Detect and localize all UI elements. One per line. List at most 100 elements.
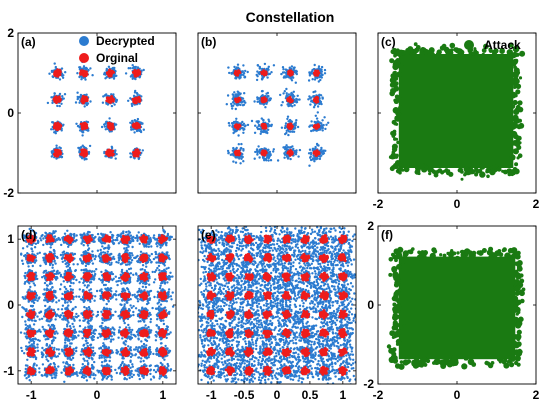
attack-point [512,72,519,79]
decrypted-point [133,119,136,122]
decrypted-point [310,129,313,133]
decrypted-point [234,93,237,96]
decrypted-point [55,372,58,375]
decrypted-point [242,72,246,75]
decrypted-point [226,94,230,97]
decrypted-point [56,332,59,335]
decrypted-point [55,330,58,333]
decrypted-point [47,324,50,327]
decrypted-point [253,157,256,160]
decrypted-point [135,129,139,133]
decrypted-point [291,95,295,99]
decrypted-point [272,64,276,67]
decrypted-point [20,252,23,255]
decrypted-point [294,81,297,84]
attack-point [488,48,493,53]
decrypted-point [55,238,58,241]
original-point [52,98,56,101]
decrypted-point [57,308,60,311]
attack-point [413,47,420,54]
decrypted-point [66,337,69,340]
decrypted-point [52,230,55,233]
attack-point [418,162,425,170]
decrypted-point [256,153,259,156]
decrypted-point [308,95,311,98]
decrypted-point [80,368,83,372]
decrypted-point [53,249,56,253]
decrypted-point [72,282,75,285]
decrypted-point [19,331,23,334]
decrypted-point [246,123,250,127]
decrypted-point [78,324,82,328]
decrypted-point [283,156,286,159]
decrypted-point [243,128,246,131]
attack-point [396,115,403,121]
decrypted-point [28,282,31,285]
decrypted-point [323,72,327,75]
decrypted-point [258,148,261,151]
decrypted-point [267,65,270,69]
decrypted-point [59,314,63,317]
decrypted-point [34,231,38,235]
decrypted-point [37,329,40,333]
decrypted-point [36,346,39,349]
decrypted-point [30,343,34,346]
decrypted-point [89,100,92,103]
decrypted-point [38,251,41,254]
original-point [233,125,237,129]
decrypted-point [32,282,35,285]
decrypted-point [27,300,30,303]
decrypted-point [51,263,54,267]
decrypted-point [53,276,57,280]
decrypted-point [50,128,53,131]
attack-point [419,48,424,53]
original-point [260,72,264,76]
decrypted-point [53,252,56,255]
decrypted-point [133,91,137,94]
attack-point [496,166,502,172]
decrypted-point [270,123,273,127]
decrypted-point [290,91,293,95]
attack-point [428,172,432,176]
original-point [288,95,292,99]
decrypted-point [72,335,76,338]
attack-point [516,156,520,160]
decrypted-point [51,75,54,78]
decrypted-point [62,280,65,283]
decrypted-point [23,275,27,278]
decrypted-point [44,269,48,272]
original-point [316,96,319,99]
decrypted-point [63,272,66,275]
decrypted-point [260,90,264,93]
decrypted-point [40,317,44,320]
decrypted-point [91,74,94,77]
decrypted-point [226,149,230,153]
decrypted-point [45,284,49,287]
decrypted-point [232,95,235,99]
decrypted-point [93,360,96,364]
x-tick-label: -2 [373,197,384,211]
decrypted-point [256,97,260,100]
decrypted-point [43,373,47,377]
decrypted-point [231,107,234,110]
attack-point [507,172,512,177]
decrypted-point [241,155,244,159]
original-point [314,100,318,104]
decrypted-point [71,356,75,360]
original-point [290,99,294,103]
decrypted-point [112,77,116,80]
decrypted-point [234,107,237,111]
decrypted-point [309,155,312,158]
decrypted-point [55,348,58,351]
decrypted-point [51,286,54,289]
decrypted-point [66,319,69,322]
original-point [234,99,238,103]
decrypted-point [282,68,285,71]
decrypted-point [293,104,296,107]
decrypted-point [23,352,26,355]
decrypted-point [142,128,145,131]
attack-point [458,165,463,170]
decrypted-point [26,271,30,274]
attack-point [513,48,518,53]
